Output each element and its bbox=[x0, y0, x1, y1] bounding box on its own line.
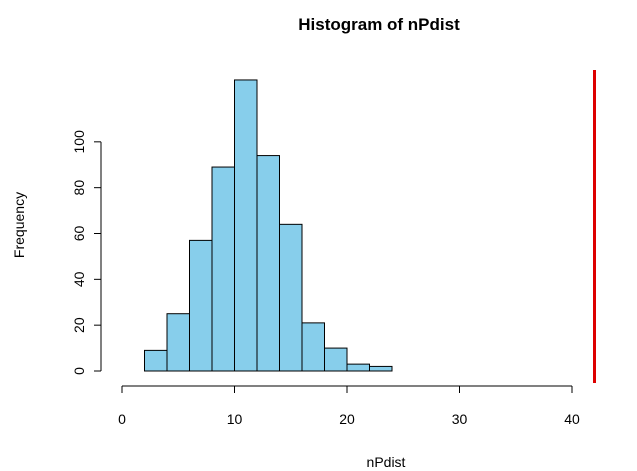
histogram-bar bbox=[279, 223, 303, 372]
histogram-bar bbox=[346, 363, 370, 372]
x-tick-label: 0 bbox=[118, 411, 126, 427]
histogram-bar bbox=[369, 365, 393, 372]
x-axis-label: nPdist bbox=[367, 454, 406, 470]
y-tick-label: 40 bbox=[71, 271, 87, 287]
y-tick-label: 100 bbox=[71, 130, 87, 154]
y-tick-label: 0 bbox=[71, 367, 87, 375]
histogram-bar bbox=[166, 313, 190, 372]
histogram-bar bbox=[189, 239, 213, 372]
x-tick-label: 40 bbox=[564, 411, 580, 427]
histogram-bar bbox=[211, 166, 235, 372]
bars-group bbox=[144, 79, 393, 372]
x-tick-label: 10 bbox=[227, 411, 243, 427]
x-tick-label: 30 bbox=[452, 411, 468, 427]
histogram-bar bbox=[301, 322, 325, 372]
histogram-bar bbox=[144, 349, 168, 372]
histogram-bar bbox=[234, 79, 258, 372]
chart-title: Histogram of nPdist bbox=[298, 15, 460, 34]
x-tick-label: 20 bbox=[339, 411, 355, 427]
x-axis: 0 10 20 30 40 bbox=[118, 385, 580, 427]
histogram-bar bbox=[256, 155, 280, 372]
y-axis-label: Frequency bbox=[11, 192, 27, 258]
y-tick-label: 60 bbox=[71, 226, 87, 242]
y-tick-label: 20 bbox=[71, 317, 87, 333]
histogram-bar bbox=[324, 347, 348, 372]
y-tick-label: 80 bbox=[71, 180, 87, 196]
y-axis: 0 20 40 60 80 100 bbox=[71, 130, 102, 375]
